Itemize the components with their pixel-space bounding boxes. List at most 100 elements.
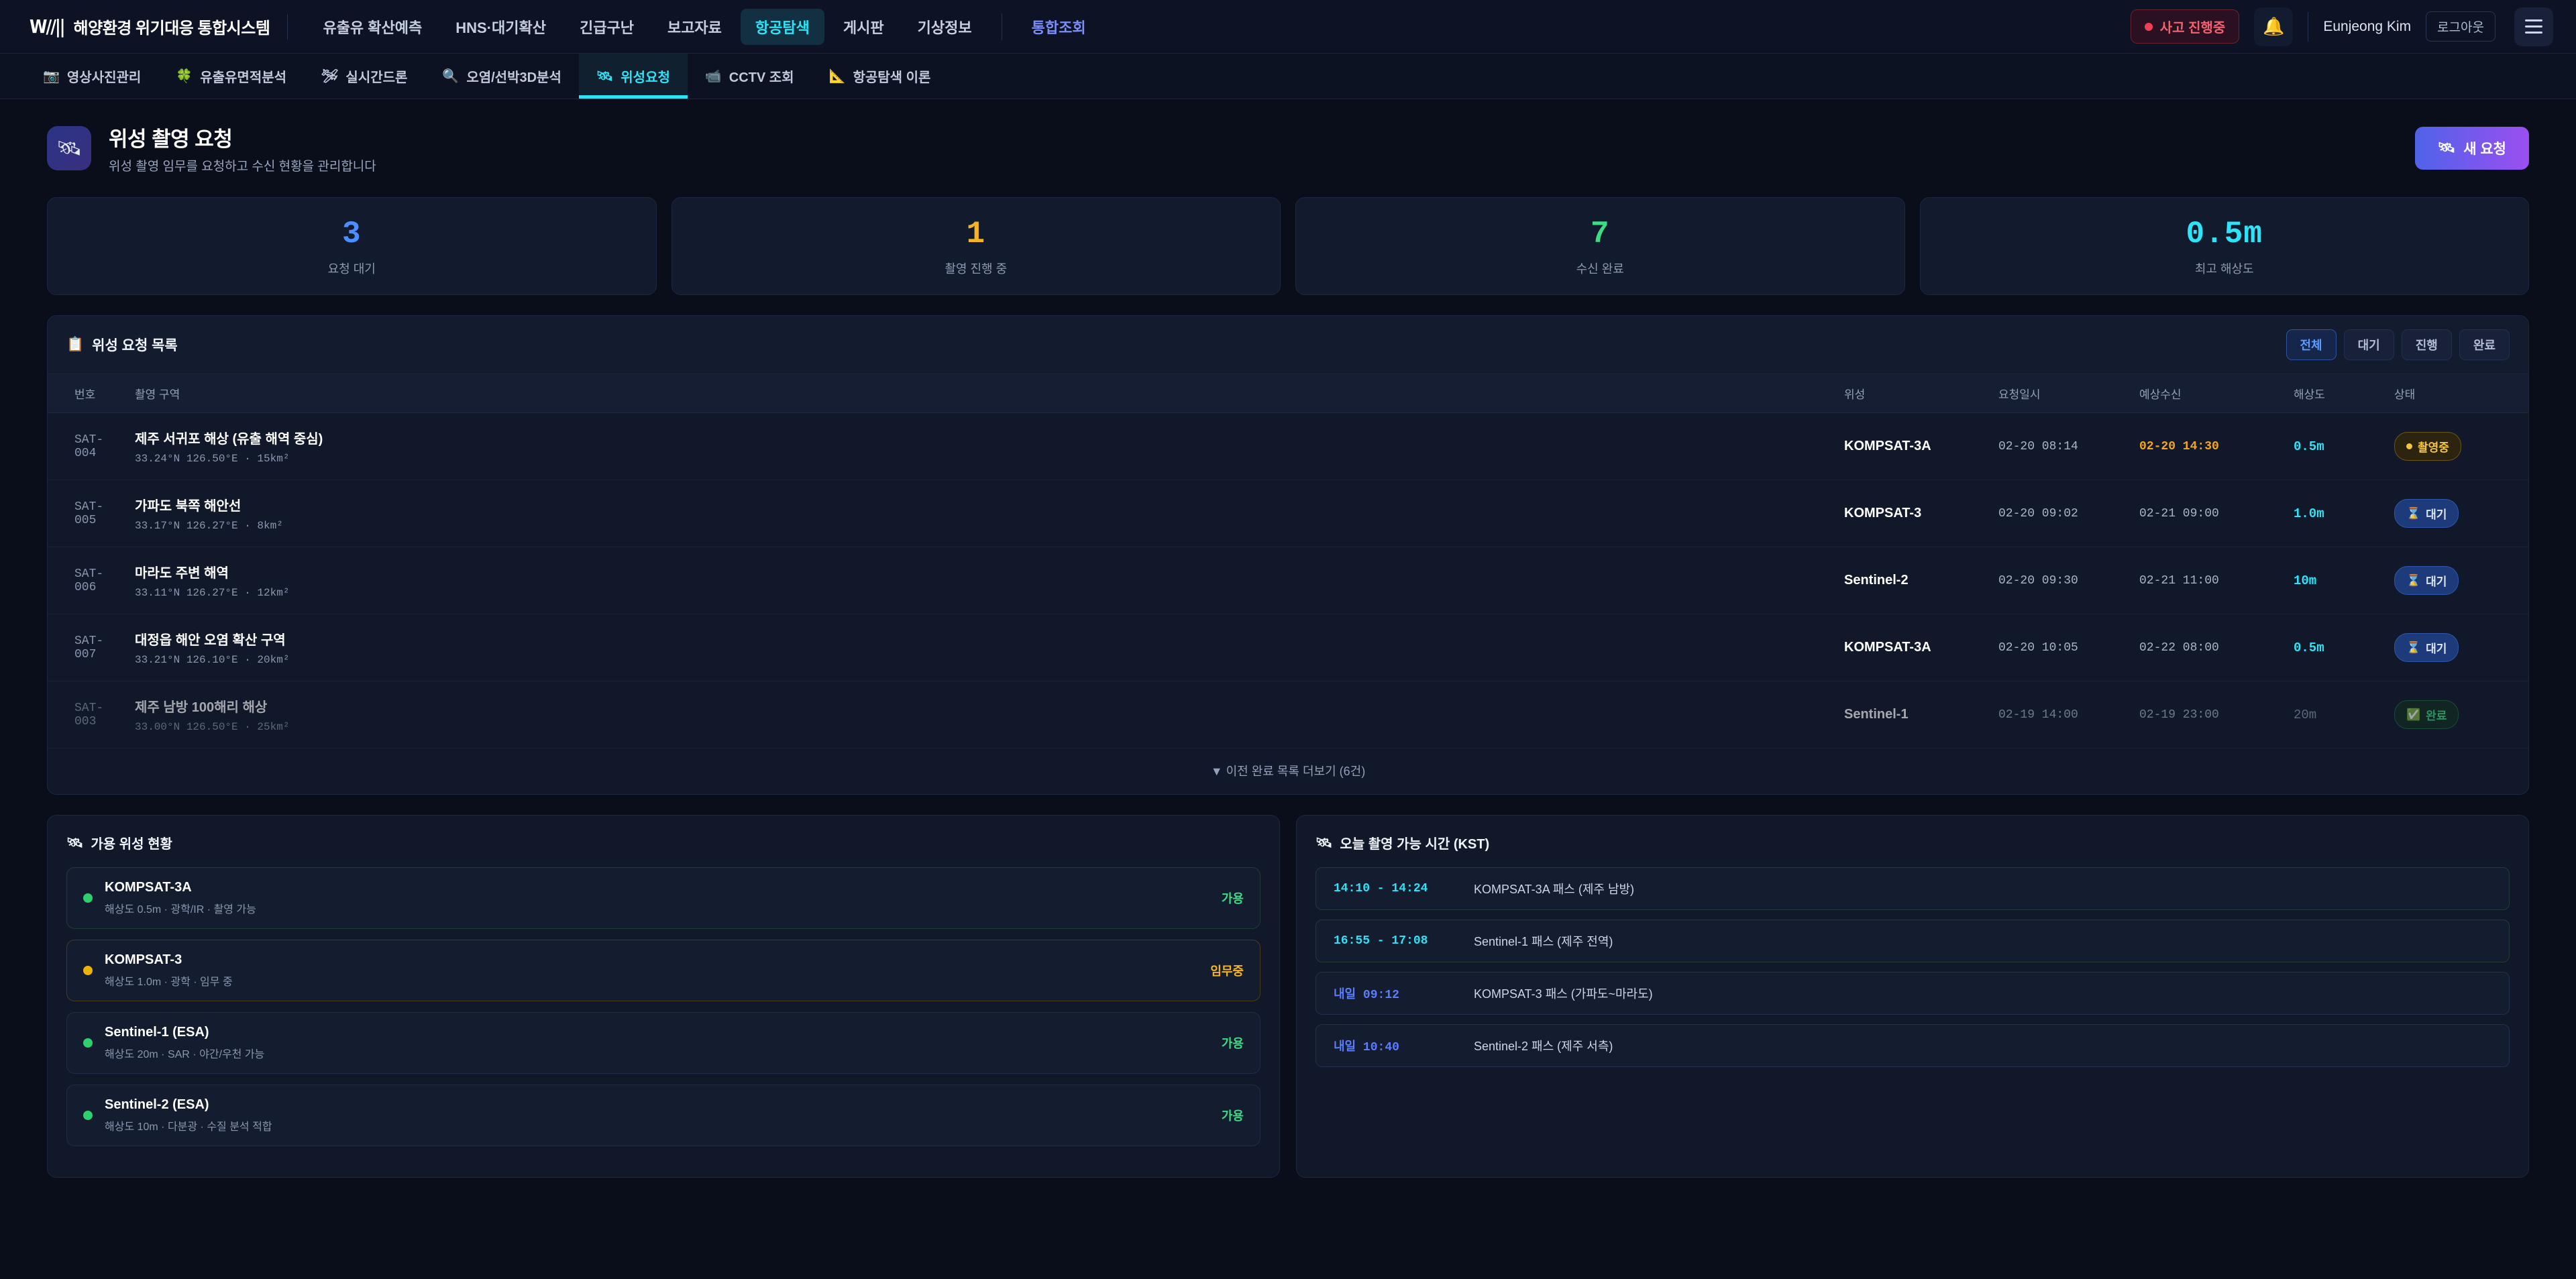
subtab-label: 항공탐색 이론 — [853, 70, 931, 85]
subtab-2[interactable]: 🛩 실시간드론 — [304, 54, 425, 99]
request-list-title: 위성 요청 목록 — [92, 338, 178, 354]
nav-item-1[interactable]: HNS·대기확산 — [455, 19, 546, 36]
col-header-eta: 예상수신 — [2133, 374, 2287, 414]
cell-eta: 02-22 08:00 — [2139, 641, 2219, 655]
pass-times-panel: 🛰 오늘 촬영 가능 시간 (KST) 14:10 - 14:24 KOMPSAT… — [1296, 815, 2529, 1178]
cell-satellite: KOMPSAT-3A — [1844, 640, 1931, 655]
cell-resolution: 0.5m — [2294, 640, 2324, 655]
notification-bell-button[interactable]: 🔔 — [2254, 7, 2294, 46]
request-list-panel: 📋 위성 요청 목록 전체 대기 진행 완료 번호 촬영 구역 위성 요청일시 예상수… — [47, 315, 2529, 795]
nav-item-3[interactable]: 보고자료 — [667, 19, 722, 36]
kpi-row: 3 요청 대기 1 촬영 진행 중 7 수신 완료 0.5m 최고 해상도 — [47, 197, 2529, 296]
kpi-value: 1 — [966, 217, 986, 252]
pass-time: 내일 10:40 — [1334, 1041, 1399, 1055]
status-dot-icon — [83, 1038, 93, 1048]
page-title: 위성 촬영 요청 — [109, 127, 233, 151]
subtab-3[interactable]: 🔍 오염/선박3D분석 — [425, 54, 578, 99]
satellite-name: Sentinel-2 (ESA) — [105, 1097, 209, 1113]
page-title-block: 위성 촬영 요청 위성 촬영 임무를 요청하고 수신 현황을 관리합니다 — [109, 122, 376, 174]
nav-item-4[interactable]: 항공탐색 — [740, 8, 824, 45]
satellite-status-item[interactable]: Sentinel-1 (ESA) 해상도 20m · SAR · 야간/우천 가능… — [66, 1012, 1260, 1074]
load-more-completed-button[interactable]: ▼ 이전 완료 목록 더보기 (6건) — [1210, 765, 1366, 779]
pass-times-title: 오늘 촬영 가능 시간 (KST) — [1340, 837, 1490, 852]
new-request-satellite-icon: 🛰 — [2437, 140, 2456, 156]
kpi-value: 0.5m — [2186, 217, 2263, 252]
kpi-label: 최고 해상도 — [2194, 262, 2254, 276]
hamburger-menu-button[interactable] — [2514, 7, 2553, 46]
cell-request-no: SAT-005 — [74, 500, 104, 527]
table-row[interactable]: SAT-004 제주 서귀포 해상 (유출 해역 중심) 33.24°N 126.5… — [48, 412, 2528, 481]
status-badge-label: 대기 — [2426, 643, 2447, 656]
kpi-card-3: 0.5m 최고 해상도 — [1919, 197, 2529, 296]
table-row[interactable]: SAT-005 가파도 북쪽 해안선 33.17°N 126.27°E · 8km²… — [48, 480, 2528, 548]
satellite-state-label: 임무중 — [1210, 964, 1244, 979]
pass-window-item[interactable]: 내일 09:12 KOMPSAT-3 패스 (가파도~마라도) — [1316, 972, 2510, 1015]
subtab-label: 위성요청 — [621, 70, 670, 85]
kpi-card-0: 3 요청 대기 — [47, 197, 657, 296]
kpi-label: 수신 완료 — [1576, 262, 1624, 276]
subtab-6[interactable]: 📐 항공탐색 이론 — [812, 54, 949, 99]
page-body: 🛰 위성 촬영 요청 위성 촬영 임무를 요청하고 수신 현황을 관리합니다 🛰… — [0, 99, 2576, 1178]
status-badge-label: 완료 — [2426, 710, 2447, 723]
nav-item-6[interactable]: 기상정보 — [917, 19, 972, 36]
pass-window-item[interactable]: 16:55 - 17:08 Sentinel-1 패스 (제주 전역) — [1316, 920, 2510, 963]
subtab-label: 실시간드론 — [345, 70, 408, 85]
check-icon: ✅ — [2406, 708, 2421, 721]
cell-resolution: 1.0m — [2294, 506, 2324, 521]
satellite-status-item[interactable]: KOMPSAT-3 해상도 1.0m · 광학 · 임무 중 임무중 — [66, 940, 1260, 1002]
filter-button-1[interactable]: 대기 — [2343, 329, 2394, 361]
table-row[interactable]: SAT-003 제주 남방 100해리 해상 33.00°N 126.50°E · … — [48, 681, 2528, 749]
nav-item-7[interactable]: 통합조회 — [1031, 19, 1086, 36]
cell-requested-at: 02-19 14:00 — [1998, 708, 2078, 722]
pass-time: 16:55 - 17:08 — [1334, 934, 1428, 948]
status-filter-group: 전체 대기 진행 완료 — [2286, 329, 2510, 361]
subtab-icon: 🛰 — [596, 68, 614, 84]
satellite-state-label: 가용 — [1221, 1109, 1244, 1123]
satellite-name: KOMPSAT-3A — [105, 880, 192, 895]
subtab-icon: 🔍 — [442, 68, 460, 84]
brand[interactable]: W//|| 해양환경 위기대응 통합시스템 — [30, 15, 270, 38]
status-badge-label: 대기 — [2426, 508, 2447, 522]
table-row[interactable]: SAT-007 대정읍 해안 오염 확산 구역 33.21°N 126.10°E ·… — [48, 614, 2528, 682]
filter-button-0[interactable]: 전체 — [2286, 329, 2337, 361]
satellite-info: Sentinel-2 (ESA) 해상도 10m · 다분광 · 수질 분석 적합 — [105, 1097, 272, 1133]
satellite-name: KOMPSAT-3 — [105, 952, 182, 968]
page-subtitle: 위성 촬영 임무를 요청하고 수신 현황을 관리합니다 — [109, 160, 376, 174]
cell-eta: 02-19 23:00 — [2139, 708, 2219, 722]
pass-window-item[interactable]: 내일 10:40 Sentinel-2 패스 (제주 서측) — [1316, 1024, 2510, 1068]
logout-button[interactable]: 로그아웃 — [2426, 11, 2496, 42]
filter-button-2[interactable]: 진행 — [2401, 329, 2452, 361]
cell-resolution: 10m — [2294, 573, 2317, 588]
hamburger-line-icon — [2525, 25, 2542, 27]
satellite-name: Sentinel-1 (ESA) — [105, 1025, 209, 1040]
satellite-state-label: 가용 — [1221, 892, 1244, 906]
nav-item-2[interactable]: 긴급구난 — [579, 19, 634, 36]
cell-resolution: 0.5m — [2294, 439, 2324, 454]
clipboard-icon: 📋 — [66, 337, 85, 353]
satellite-status-item[interactable]: Sentinel-2 (ESA) 해상도 10m · 다분광 · 수질 분석 적합… — [66, 1085, 1260, 1147]
satellite-icon: 🛰 — [47, 126, 91, 170]
cell-area-meta: 33.24°N 126.50°E · 15km² — [135, 453, 290, 465]
new-request-button[interactable]: 🛰 새 요청 — [2414, 127, 2529, 170]
pass-time: 14:10 - 14:24 — [1334, 882, 1428, 896]
filter-button-3[interactable]: 완료 — [2459, 329, 2510, 361]
subtab-5[interactable]: 📹 CCTV 조회 — [688, 54, 812, 99]
pass-window-item[interactable]: 14:10 - 14:24 KOMPSAT-3A 패스 (제주 남방) — [1316, 867, 2510, 911]
hourglass-icon: ⌛ — [2406, 506, 2421, 520]
satellite-status-item[interactable]: KOMPSAT-3A 해상도 0.5m · 광학/IR · 촬영 가능 가용 — [66, 867, 1260, 930]
subtab-4[interactable]: 🛰 위성요청 — [578, 54, 688, 99]
status-badge-label: 촬영중 — [2418, 441, 2449, 455]
cell-satellite: Sentinel-1 — [1844, 707, 1909, 722]
subtab-1[interactable]: 🍀 유출유면적분석 — [158, 54, 304, 99]
nav-item-5[interactable]: 게시판 — [843, 19, 884, 36]
incident-status-badge[interactable]: 사고 진행중 — [2130, 9, 2240, 44]
col-header-status: 상태 — [2387, 374, 2528, 414]
cell-requested-at: 02-20 09:02 — [1998, 506, 2078, 520]
available-satellites-panel: 🛰 가용 위성 현황 KOMPSAT-3A 해상도 0.5m · 광학/IR · … — [47, 815, 1280, 1178]
pass-time: 내일 09:12 — [1334, 989, 1399, 1003]
subtab-0[interactable]: 📷 영상사진관리 — [25, 54, 158, 99]
table-row[interactable]: SAT-006 마라도 주변 해역 33.11°N 126.27°E · 12km²… — [48, 547, 2528, 615]
cell-requested-at: 02-20 08:14 — [1998, 439, 2078, 453]
nav-item-0[interactable]: 유출유 확산예측 — [323, 19, 423, 36]
cell-resolution: 20m — [2294, 707, 2317, 722]
